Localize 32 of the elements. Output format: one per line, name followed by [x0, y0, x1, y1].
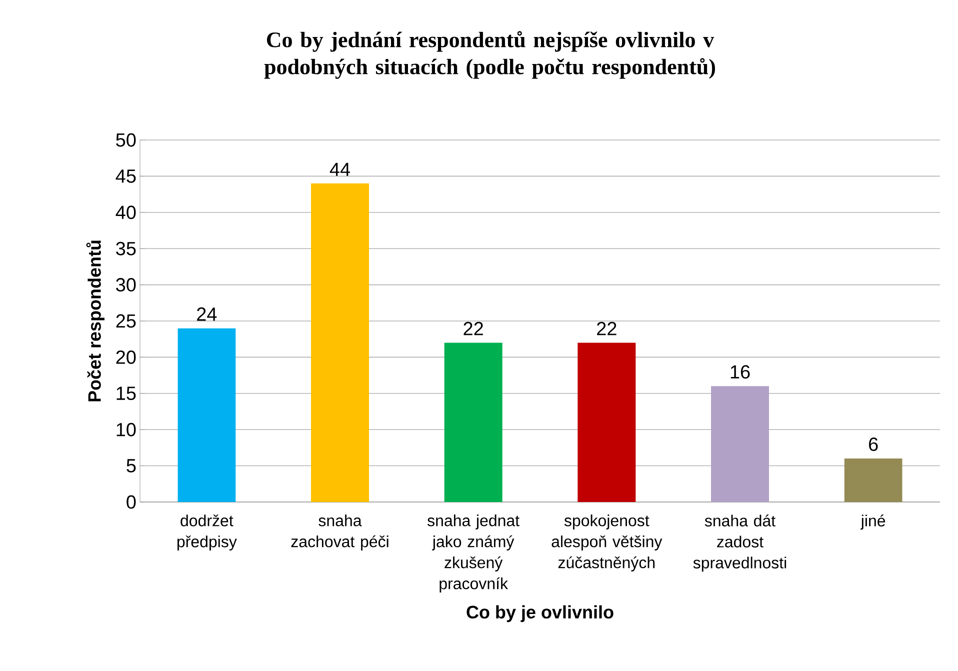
data-label: 44	[330, 162, 350, 176]
data-label: 22	[464, 322, 483, 336]
y-tick-label: 40	[116, 206, 136, 220]
bar	[311, 183, 370, 502]
x-axis-title: Co by je ovlivnilo	[466, 605, 614, 622]
x-tick-label: spokojenost alespoň většiny zúčastněných	[552, 514, 662, 572]
y-tick-label: 0	[126, 495, 136, 509]
y-tick-label: 45	[116, 170, 136, 183]
y-tick-label: 50	[116, 133, 136, 147]
y-tick-label: 5	[126, 459, 136, 472]
chart-title: Co by jednání respondentů nejspíše ovlivnilo v podobných situacích (podle počtu respondentů)	[264, 31, 715, 79]
data-label: 22	[597, 322, 616, 336]
bar	[711, 386, 769, 502]
y-tick-label: 20	[116, 350, 136, 364]
data-label: 24	[197, 307, 217, 321]
x-tick-label: snaha dát zadost spravedlnosti	[693, 514, 786, 572]
x-tick-label: snaha jednat jako známý zkušený pracovník	[428, 514, 520, 592]
y-tick-label: 10	[116, 422, 136, 436]
bar	[444, 342, 502, 502]
y-tick-label: 15	[116, 386, 136, 400]
bar	[578, 342, 636, 502]
y-tick-label: 25	[116, 314, 136, 328]
x-tick-label: dodržet předpisy	[177, 514, 237, 550]
bar	[178, 328, 236, 502]
x-tick-label: snaha zachovat péči	[291, 514, 388, 550]
y-tick-label: 30	[116, 278, 136, 292]
data-label: 6	[869, 438, 878, 452]
data-label: 16	[730, 365, 750, 379]
y-axis-title: Počet respondentů	[86, 240, 104, 402]
x-tick-label: jiné	[860, 514, 886, 530]
y-tick-label: 35	[116, 242, 136, 256]
bar	[844, 458, 902, 502]
